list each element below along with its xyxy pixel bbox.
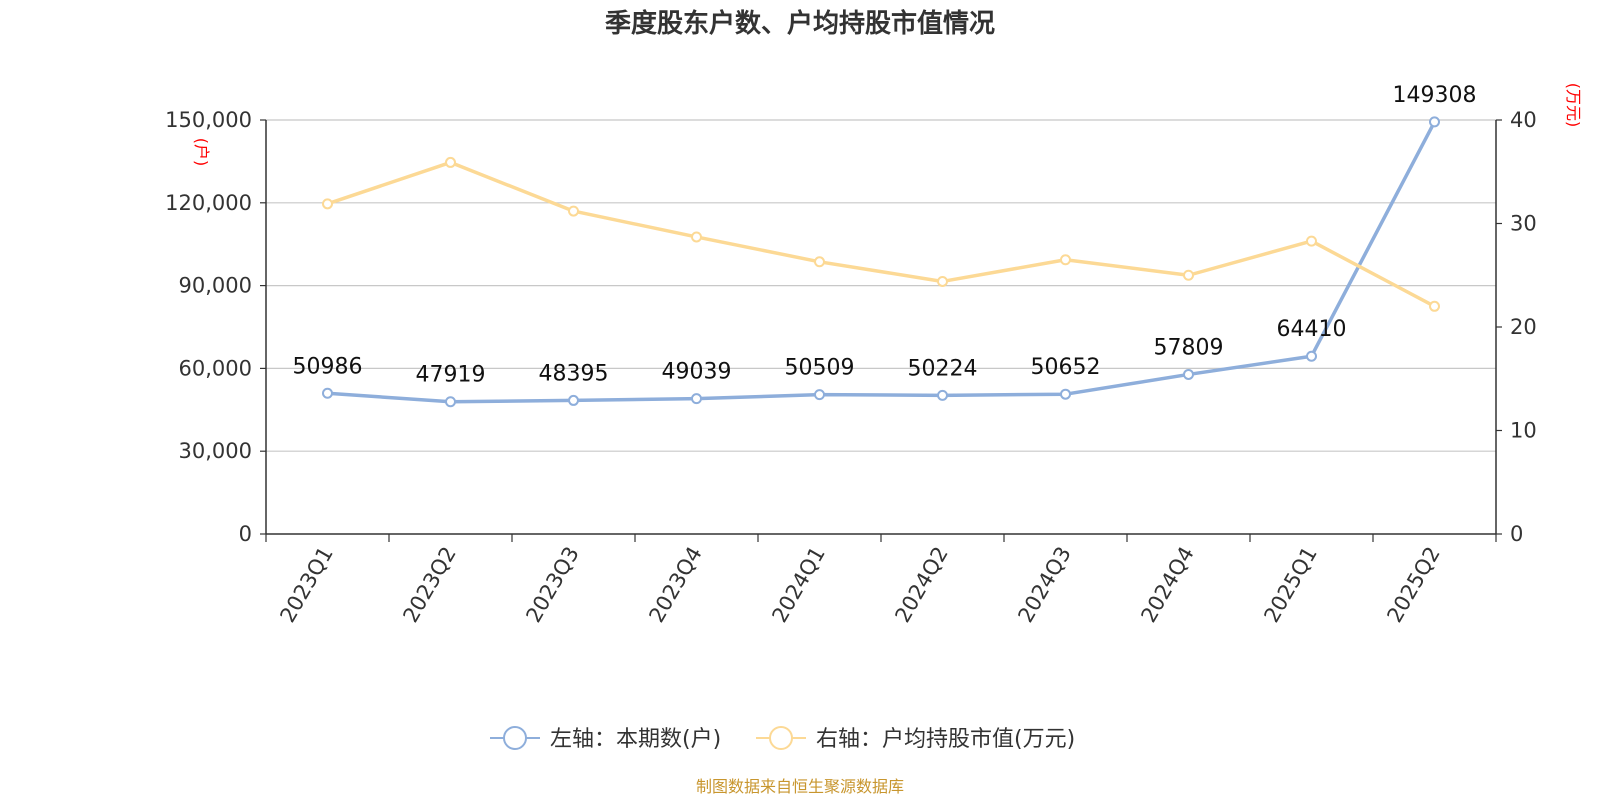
x-tick-label: 2024Q3 <box>1013 543 1075 627</box>
legend-item-left-series[interactable]: 左轴：本期数(户) <box>490 726 721 752</box>
data-point-left[interactable] <box>1183 368 1194 380</box>
left-tick-label: 150,000 <box>165 108 252 132</box>
data-point-left[interactable] <box>1306 350 1317 362</box>
data-label: 50652 <box>1031 355 1101 380</box>
right-tick-label: 10 <box>1510 419 1537 443</box>
data-label: 49039 <box>662 360 732 385</box>
data-label: 48395 <box>539 361 609 386</box>
data-point-right[interactable] <box>937 275 948 287</box>
x-tick-label: 2024Q4 <box>1136 543 1198 627</box>
data-point-right[interactable] <box>568 205 579 217</box>
data-label: 50986 <box>293 354 363 379</box>
x-tick-label: 2025Q2 <box>1382 543 1444 627</box>
legend-marker-icon <box>769 726 793 750</box>
left-tick-label: 30,000 <box>179 439 252 463</box>
data-point-left[interactable] <box>937 389 948 401</box>
x-tick-label: 2023Q4 <box>644 543 706 627</box>
source-note: 制图数据来自恒生聚源数据库 <box>696 777 904 796</box>
legend-item-right-series[interactable]: 右轴：户均持股市值(万元) <box>756 726 1075 752</box>
data-label: 64410 <box>1277 317 1347 342</box>
grid <box>266 119 1496 452</box>
data-labels: 50986 47919 48395 49039 50509 50224 50652 57809… <box>293 83 1477 388</box>
chart-title: 季度股东户数、户均持股市值情况 <box>605 8 995 39</box>
data-point-right[interactable] <box>322 198 333 210</box>
left-tick-label: 60,000 <box>179 356 252 380</box>
x-tick-label: 2023Q3 <box>521 543 583 627</box>
x-tick-label: 2024Q1 <box>767 543 829 627</box>
x-tick-label: 2023Q2 <box>398 543 460 627</box>
data-label: 50509 <box>785 356 855 381</box>
data-point-left[interactable] <box>568 394 579 406</box>
data-point-left[interactable] <box>691 393 702 405</box>
left-tick-label: 90,000 <box>179 274 252 298</box>
data-label: 57809 <box>1154 335 1224 360</box>
data-point-left[interactable] <box>814 389 825 401</box>
data-point-right[interactable] <box>1183 269 1194 281</box>
left-axis-unit: (户) <box>192 138 211 167</box>
legend: 左轴：本期数(户) 右轴：户均持股市值(万元) <box>490 726 1075 752</box>
x-tick-label: 2024Q2 <box>890 543 952 627</box>
data-label: 149308 <box>1393 83 1477 108</box>
x-tick-label: 2025Q1 <box>1259 543 1321 627</box>
data-point-right[interactable] <box>1306 235 1317 247</box>
data-point-right[interactable] <box>691 231 702 243</box>
data-point-left[interactable] <box>322 387 333 399</box>
left-tick-label: 120,000 <box>165 191 252 215</box>
x-tick-label: 2023Q1 <box>275 543 337 627</box>
data-point-right[interactable] <box>445 156 456 168</box>
data-point-right[interactable] <box>1060 254 1071 266</box>
data-point-right[interactable] <box>1429 300 1440 312</box>
data-label: 50224 <box>908 356 978 381</box>
data-point-left[interactable] <box>1060 388 1071 400</box>
right-tick-label: 0 <box>1510 522 1523 546</box>
right-tick-label: 30 <box>1510 212 1537 236</box>
right-tick-label: 40 <box>1510 108 1537 132</box>
series-line-left <box>327 121 1437 404</box>
data-label: 47919 <box>416 363 486 388</box>
series-line-right <box>326 160 1436 308</box>
legend-label-right: 右轴：户均持股市值(万元) <box>816 727 1075 752</box>
left-tick-label: 0 <box>239 522 252 546</box>
right-axis-unit: (万元) <box>1564 83 1583 128</box>
data-point-right[interactable] <box>814 256 825 268</box>
legend-marker-icon <box>503 726 527 750</box>
data-point-left[interactable] <box>445 396 456 408</box>
data-point-left[interactable] <box>1429 116 1440 128</box>
series <box>322 116 1440 408</box>
legend-label-left: 左轴：本期数(户) <box>550 727 721 752</box>
right-tick-label: 20 <box>1510 315 1537 339</box>
